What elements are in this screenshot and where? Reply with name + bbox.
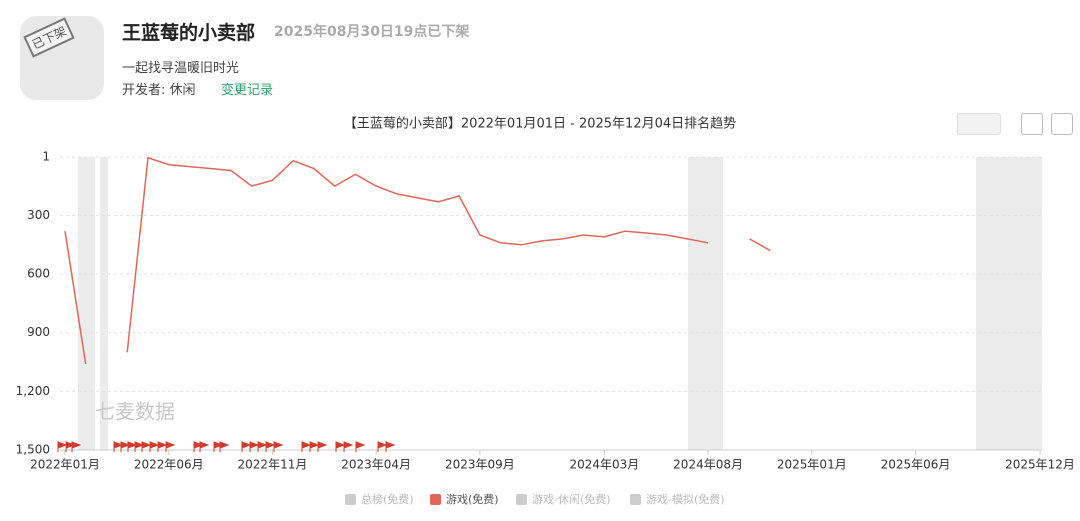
x-tick-label: 2024年08月 [673,458,743,472]
developer-name: 休闲 [169,83,196,98]
event-flag [141,441,152,452]
developer: 开发者: 休闲 [122,79,196,98]
event-flag [199,441,210,452]
icon-stamp: 已下架 [23,17,75,58]
event-flag [213,441,224,452]
event-flag [134,441,145,452]
missing-band [78,157,95,450]
download-button[interactable] [1051,113,1073,135]
event-flag [120,441,131,452]
event-flag [193,441,204,452]
missing-band [688,157,723,450]
event-flag [219,441,230,452]
event-flag [71,441,82,452]
event-flag [249,441,260,452]
event-flag [309,441,320,452]
event-flag [149,441,160,452]
missing-band [976,157,1042,450]
event-flag [317,441,328,452]
y-tick-label: 1,500 [16,443,50,457]
event-flag [335,441,346,452]
app-icon: 已下架 [20,16,104,100]
event-flag [165,441,176,452]
event-flag [273,441,284,452]
chart-title: 【王蓝莓的小卖部】2022年01月01日 - 2025年12月04日排名趋势 [344,116,736,132]
legend-swatch [430,494,441,505]
legend-swatch [516,494,527,505]
x-tick-label: 2024年03月 [569,458,639,472]
legend-label: 总榜(免费) [361,492,414,506]
legend-label: 游戏-模拟(免费) [646,492,725,506]
event-flag [257,441,268,452]
app-status: 2025年08月30日19点已下架 [274,24,470,40]
legend-label: 游戏-休闲(免费) [532,492,611,506]
watermark: 七麦数据 [95,400,175,424]
x-tick-label: 2025年06月 [881,458,951,472]
event-flag [385,441,396,452]
event-flag [355,441,366,452]
legend-label: 游戏(免费) [446,492,499,506]
event-flag [65,441,76,452]
x-tick-label: 2022年11月 [238,458,308,472]
event-flag [157,441,168,452]
developer-label: 开发者: [122,83,166,98]
legend-swatch [345,494,356,505]
event-flag [343,441,354,452]
missing-band [100,157,108,450]
legend-swatch [630,494,641,505]
x-tick-label: 2025年01月 [777,458,847,472]
image-button[interactable] [1021,113,1043,135]
x-tick-label: 2022年01月 [30,458,100,472]
app-title: 王蓝莓的小卖部 [122,22,256,44]
rank-line [64,156,771,365]
event-flag [377,441,388,452]
event-flag [57,441,68,452]
event-flag [301,441,312,452]
y-tick-label: 1 [42,150,50,164]
event-flag [241,441,252,452]
y-tick-label: 900 [27,325,50,339]
x-tick-label: 2023年09月 [445,458,515,472]
view-toggle[interactable] [957,113,1001,135]
app-subtitle: 一起找寻温暖旧时光 [122,61,240,76]
x-tick-label: 2022年06月 [134,458,204,472]
y-tick-label: 1,200 [16,384,50,398]
event-flag [265,441,276,452]
x-tick-label: 2023年04月 [341,458,411,472]
y-tick-label: 300 [27,208,50,222]
y-tick-label: 600 [27,267,50,281]
x-tick-label: 2025年12月 [1005,458,1075,472]
history-link[interactable]: 变更记录 [221,83,274,98]
event-flag [127,441,138,452]
event-flag [113,441,124,452]
